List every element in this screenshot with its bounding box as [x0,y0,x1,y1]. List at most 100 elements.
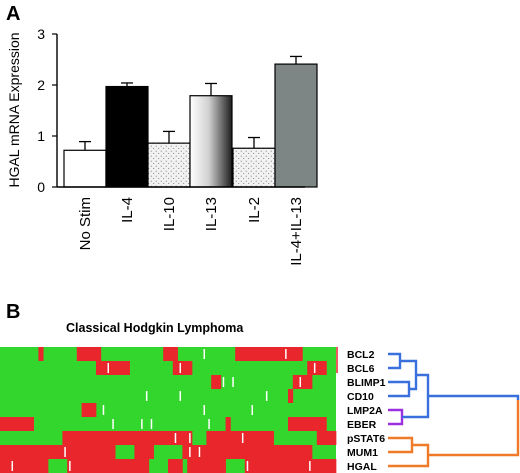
heatmap-cell [192,459,198,473]
heatmap-cell [168,347,174,361]
heatmap-cell [148,445,154,459]
heatmap-cell [163,347,169,361]
heatmap-cell [91,431,97,445]
heatmap-cell [268,431,274,445]
heatmap-cell [264,431,270,445]
heatmap-cell [292,445,298,459]
heatmap-cell [259,431,265,445]
heatmap-cell [57,445,63,459]
heatmap-cell [254,445,260,459]
heatmap-cell [81,431,87,445]
heatmap-cell [177,431,183,445]
panel-a-label: A [6,3,20,25]
heatmap-cell [216,459,222,473]
heatmap-cell [28,445,34,459]
heatmap-cell [76,459,82,473]
heatmap-cell [288,417,294,431]
heatmap-cell [96,445,102,459]
heatmap-cell [14,417,20,431]
heatmap-cell [182,445,188,459]
heatmap-cell [139,459,145,473]
heatmap-cell [38,459,44,473]
heatmap-cell [91,459,97,473]
heatmap-cell [321,459,327,473]
heatmap-cell [288,445,294,459]
heatmap-cell [273,347,279,361]
heatmap-cell [110,361,116,375]
heatmap-cell-missing [313,363,316,373]
heatmap-cell [24,459,30,473]
heatmap-cell [168,431,174,445]
heatmap-cell [144,459,150,473]
heatmap-cell [38,347,44,361]
heatmap-cell [321,431,327,445]
heatmap-cell [129,459,135,473]
y-tick-label: 0 [37,179,45,195]
heatmap-cell-missing [69,461,71,471]
heatmap-cell-missing [222,377,225,387]
heatmap-cell-missing [246,461,249,471]
heatmap-cell [254,347,260,361]
heatmap-cell [206,431,212,445]
heatmap-cell [268,347,274,361]
heatmap-cell [43,459,49,473]
heatmap-cell [264,459,270,473]
heatmap-cell [244,445,250,459]
heatmap-cell [211,375,217,389]
y-tick-label: 1 [37,128,45,144]
heatmap-cell [316,459,322,473]
heatmap-cell [91,347,97,361]
heatmap-cell [331,431,337,445]
heatmap-cell [115,431,121,445]
heatmap-cell-missing [309,461,311,471]
heatmap-cell [134,459,140,473]
heatmap-cell [321,417,327,431]
heatmap-cell [307,417,313,431]
heatmap-cell [168,459,174,473]
heatmap-cell [4,445,10,459]
heatmap-cell [81,459,87,473]
heatmap-cell [326,459,332,473]
heatmap-cell-missing [251,405,254,415]
gene-label-bcl2: BCL2 [347,349,375,361]
heatmap-cell [124,459,130,473]
heatmap-cell [307,445,313,459]
heatmap-cell [211,445,217,459]
heatmap-cell [172,459,178,473]
heatmap-cell [216,431,222,445]
heatmap-cell [283,459,289,473]
heatmap-cell-missing [189,433,191,443]
heatmap-cell-missing [189,447,191,457]
heatmap-cell [115,361,121,375]
heatmap-cell [211,459,217,473]
heatmap-cell [307,375,313,389]
heatmap-cell [244,347,250,361]
heatmap-cell [192,445,198,459]
heatmap-cell [43,445,49,459]
heatmap-cell [62,431,68,445]
heatmap-cell [9,417,15,431]
heatmap-cell [129,431,135,445]
heatmap-cell [52,445,58,459]
heatmap-cell [76,445,82,459]
category-label: IL-2 [246,197,263,223]
gene-label-bcl6: BCL6 [347,363,375,375]
heatmap-cell [302,445,308,459]
heatmap-cell [86,403,92,417]
heatmap-cell [230,431,236,445]
heatmap-cell [297,417,303,431]
heatmap-cell-missing [285,349,287,359]
heatmap-cell [91,445,97,459]
heatmap-cell [201,459,207,473]
category-label: IL-13 [203,197,220,231]
heatmap-cell [312,459,318,473]
bar-il-13 [189,95,233,188]
heatmap-cell [177,459,183,473]
heatmap-cell [187,459,193,473]
heatmap-cell [235,347,241,361]
dendrogram-hgal-join [388,443,430,468]
heatmap-cell [216,375,222,389]
y-tick-label: 2 [37,77,45,93]
bar-il-4-il-13 [274,63,318,188]
heatmap-cell [264,347,270,361]
